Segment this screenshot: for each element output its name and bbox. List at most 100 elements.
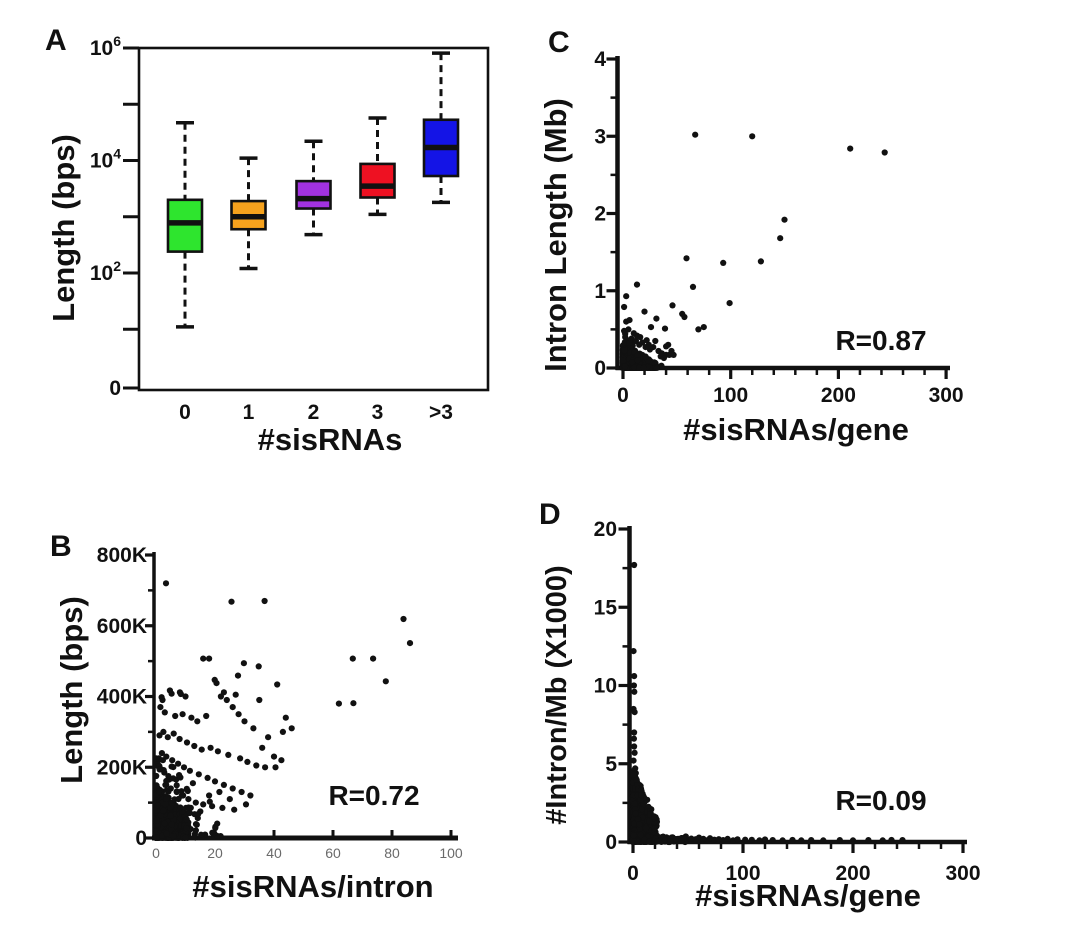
data-point <box>255 663 262 670</box>
data-point <box>178 788 185 795</box>
data-point <box>678 837 685 844</box>
data-point <box>225 751 232 759</box>
data-point <box>634 352 641 359</box>
y-tick-label: 0 <box>109 377 121 400</box>
data-point <box>153 783 160 790</box>
data-point <box>660 354 668 362</box>
data-point <box>789 836 796 844</box>
data-point <box>631 800 638 808</box>
x-tick-label: 40 <box>266 845 282 861</box>
data-point <box>178 792 185 799</box>
data-point <box>638 787 645 794</box>
data-point <box>653 364 661 371</box>
data-point <box>695 326 702 333</box>
panel-b-scatter: 0 200K 400K 600K 800K 0 20 40 60 80 100 B #sisRNAs… <box>50 530 463 904</box>
data-point <box>183 825 190 832</box>
data-point <box>620 357 627 364</box>
data-point <box>640 364 647 371</box>
panel-c-letter: C <box>548 26 570 59</box>
data-point <box>206 792 213 799</box>
x-category-label: 0 <box>179 401 191 424</box>
data-point <box>170 730 177 737</box>
data-point <box>653 315 660 322</box>
data-point <box>232 691 239 698</box>
data-point <box>749 133 756 140</box>
data-point <box>163 795 170 803</box>
data-point <box>288 725 295 732</box>
panel-d-y-axis-title: #Intron/Mb (X1000) <box>541 565 573 824</box>
data-point <box>234 672 242 679</box>
data-point <box>638 805 646 813</box>
data-point <box>349 655 356 662</box>
data-point <box>630 832 637 839</box>
data-point <box>217 693 224 700</box>
data-point <box>200 655 207 662</box>
data-point <box>206 798 213 805</box>
data-point <box>672 836 679 843</box>
panel-a-boxplot: 106 104 102 0 0 1 2 3 >3 A #sisRNAs Length (bps… <box>45 24 490 457</box>
data-point <box>168 821 175 828</box>
data-point <box>272 764 279 771</box>
data-point <box>195 771 202 778</box>
data-point <box>171 796 178 803</box>
data-point <box>633 281 641 288</box>
data-point <box>231 806 238 813</box>
data-point <box>161 709 168 716</box>
data-point <box>335 700 342 707</box>
data-point <box>779 837 786 844</box>
data-point <box>663 343 670 350</box>
data-point <box>623 293 630 300</box>
x-tick-label: 300 <box>945 862 980 885</box>
data-point <box>636 364 643 371</box>
data-point <box>632 810 639 817</box>
data-point <box>406 640 414 647</box>
y-tick-label: 4 <box>594 48 606 71</box>
data-point <box>631 749 638 756</box>
data-point <box>621 347 628 354</box>
data-point <box>627 349 634 356</box>
data-point <box>640 801 647 808</box>
panel-a-boxes: 0 1 2 3 >3 <box>166 51 460 424</box>
data-point <box>641 308 648 315</box>
data-point <box>688 835 695 842</box>
data-point <box>237 755 244 762</box>
y-tick-label: 200K <box>97 756 147 779</box>
data-point <box>651 825 659 832</box>
data-point <box>262 764 269 771</box>
data-point <box>646 818 653 825</box>
y-tick-label: 20 <box>594 518 617 541</box>
y-tick-label: 800K <box>97 544 147 567</box>
panel-c-x-axis-title: #sisRNAs/gene <box>683 412 909 447</box>
data-point <box>168 690 175 697</box>
data-point <box>153 755 160 762</box>
data-point <box>623 318 630 325</box>
data-point <box>213 680 220 687</box>
panel-b-letter: B <box>50 530 72 563</box>
data-point <box>622 334 629 341</box>
data-point <box>193 821 200 828</box>
data-point <box>176 772 183 779</box>
data-point <box>160 728 167 736</box>
data-point <box>630 682 638 689</box>
data-point <box>651 813 658 820</box>
data-point <box>726 300 733 307</box>
y-tick-label: 102 <box>90 258 121 285</box>
data-point <box>182 693 189 700</box>
data-point <box>667 838 674 845</box>
data-point <box>194 718 201 725</box>
data-point <box>265 734 272 741</box>
x-tick-label: 0 <box>617 384 629 407</box>
panel-a-axes: 106 104 102 0 <box>90 33 490 400</box>
data-point <box>625 326 632 333</box>
data-point <box>881 149 888 156</box>
data-point <box>198 746 205 753</box>
y-tick-label: 1 <box>594 280 606 303</box>
x-tick-label: 100 <box>725 862 760 885</box>
data-point <box>847 145 854 152</box>
data-point <box>179 711 186 718</box>
data-point <box>216 788 223 796</box>
data-point <box>634 816 642 823</box>
data-point <box>641 836 648 843</box>
data-point <box>681 313 688 321</box>
